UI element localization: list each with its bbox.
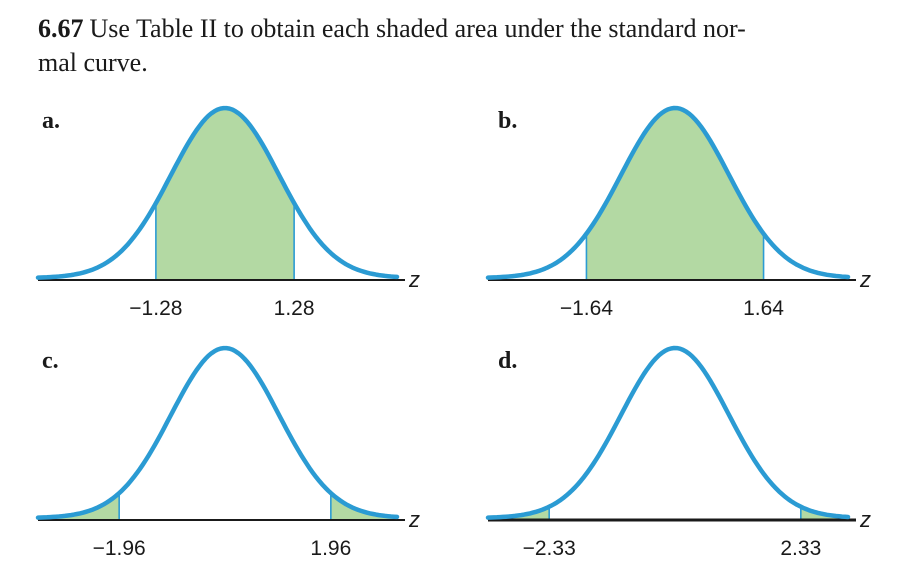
problem-text-line2: mal curve. <box>38 48 148 77</box>
normal-curve-2 <box>35 345 400 520</box>
axis-label-z-1: z <box>859 267 871 292</box>
tick-label-1-0: −1.64 <box>560 297 613 320</box>
shaded-right-tail-2 <box>330 493 397 520</box>
shaded-area-0 <box>155 108 295 280</box>
panel-label-d: d. <box>498 348 518 374</box>
tick-label-3-1: 2.33 <box>780 537 821 560</box>
axis-label-z-2: z <box>408 507 420 532</box>
axis-label-z-3: z <box>859 507 871 532</box>
problem-number: 6.67 <box>38 14 84 43</box>
tick-label-0-0: −1.28 <box>129 297 182 320</box>
panel-label-b: b. <box>498 108 518 134</box>
panel-label-c: c. <box>42 348 59 374</box>
tick-label-3-0: −2.33 <box>523 537 576 560</box>
tick-label-0-1: 1.28 <box>274 297 315 320</box>
problem-statement: 6.67 Use Table II to obtain each shaded a… <box>38 12 898 80</box>
problem-text: Use Table II to obtain each shaded area … <box>89 14 746 43</box>
normal-curve-0 <box>35 105 400 280</box>
axis-label-z-0: z <box>408 267 420 292</box>
normal-curve-3 <box>485 345 851 520</box>
shaded-left-tail-2 <box>38 493 120 520</box>
normal-curve-1 <box>485 105 851 280</box>
tick-label-2-1: 1.96 <box>310 537 351 560</box>
tick-label-1-1: 1.64 <box>743 297 784 320</box>
tick-label-2-0: −1.96 <box>93 537 146 560</box>
shaded-left-tail-3 <box>488 506 550 520</box>
panel-label-a: a. <box>42 108 60 134</box>
shaded-area-1 <box>586 108 764 280</box>
